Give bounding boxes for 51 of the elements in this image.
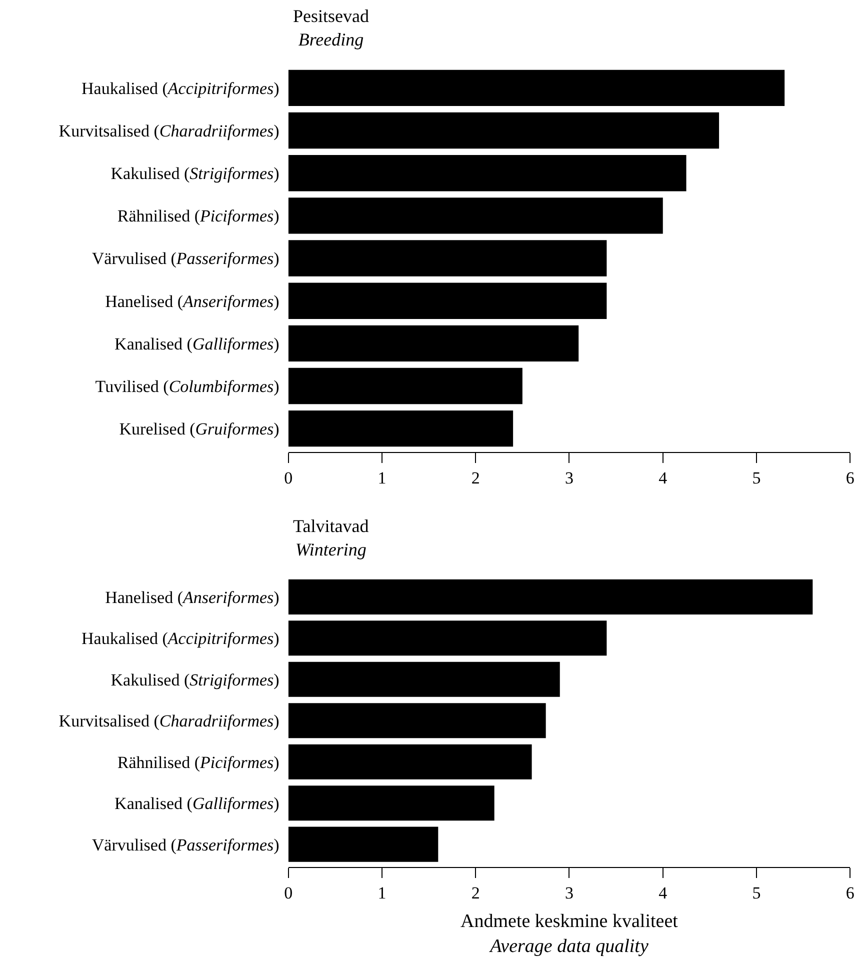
x-tick-label: 1 [378, 468, 386, 488]
bar [288, 368, 522, 404]
y-tick-label: Värvulised (Passeriformes) [92, 835, 280, 854]
x-tick-label: 3 [564, 883, 574, 902]
x-tick-label: 2 [471, 468, 480, 488]
bar [288, 282, 607, 319]
y-tick-label: Hanelised (Anseriformes) [105, 292, 280, 311]
x-tick-label: 2 [471, 883, 480, 902]
x-tick-label: 0 [284, 468, 293, 488]
bar [288, 826, 438, 862]
y-tick-label: Haukalised (Accipitriformes) [82, 78, 280, 98]
bar [288, 155, 686, 192]
chart-subtitle: Breeding [298, 29, 364, 50]
x-tick-label: 1 [378, 883, 386, 902]
y-tick-label: Haukalised (Accipitriformes) [82, 629, 280, 648]
bar [288, 703, 546, 738]
bar [288, 620, 607, 656]
bar [288, 662, 560, 697]
chart-title: Pesitsevad [293, 6, 369, 26]
x-tick-label: 0 [284, 883, 293, 902]
x-tick-label: 4 [658, 468, 668, 488]
x-tick-label: 4 [658, 883, 668, 902]
bar [288, 198, 663, 234]
bar [288, 579, 813, 614]
y-tick-label: Hanelised (Anseriformes) [105, 588, 280, 607]
x-axis-title: Andmete keskmine kvaliteet Average data quality [460, 911, 679, 957]
x-tick-label: 6 [846, 883, 854, 902]
bar [288, 410, 514, 447]
y-tick-label: Kanalised (Galliformes) [114, 794, 280, 814]
bar [288, 70, 785, 106]
y-tick-label: Värvulised (Passeriformes) [92, 249, 280, 268]
x-tick-label: 6 [846, 468, 854, 488]
bar [288, 112, 720, 149]
y-tick-label: Kakulised (Strigiformes) [110, 164, 280, 184]
y-tick-label: Kurvitsalised (Charadriiformes) [58, 712, 280, 731]
y-tick-label: Kanalised (Galliformes) [114, 334, 280, 354]
chart-subtitle: Wintering [295, 539, 366, 560]
bar [288, 744, 532, 780]
y-tick-label: Kurelised (Gruiformes) [119, 420, 280, 439]
y-tick-label: Kurvitsalised (Charadriiformes) [58, 121, 280, 140]
x-tick-label: 5 [752, 883, 761, 902]
y-tick-label: Kakulised (Strigiformes) [110, 670, 280, 690]
bar [288, 325, 579, 362]
x-tick-label: 3 [564, 468, 574, 488]
y-tick-label: Rähnilised (Piciformes) [117, 206, 280, 226]
y-tick-label: Rähnilised (Piciformes) [117, 752, 280, 772]
chart-title: Talvitavad [293, 516, 369, 536]
bar [288, 786, 494, 821]
bar [288, 240, 607, 276]
x-tick-label: 5 [752, 468, 761, 488]
y-tick-label: Tuvilised (Columbiformes) [95, 376, 280, 396]
